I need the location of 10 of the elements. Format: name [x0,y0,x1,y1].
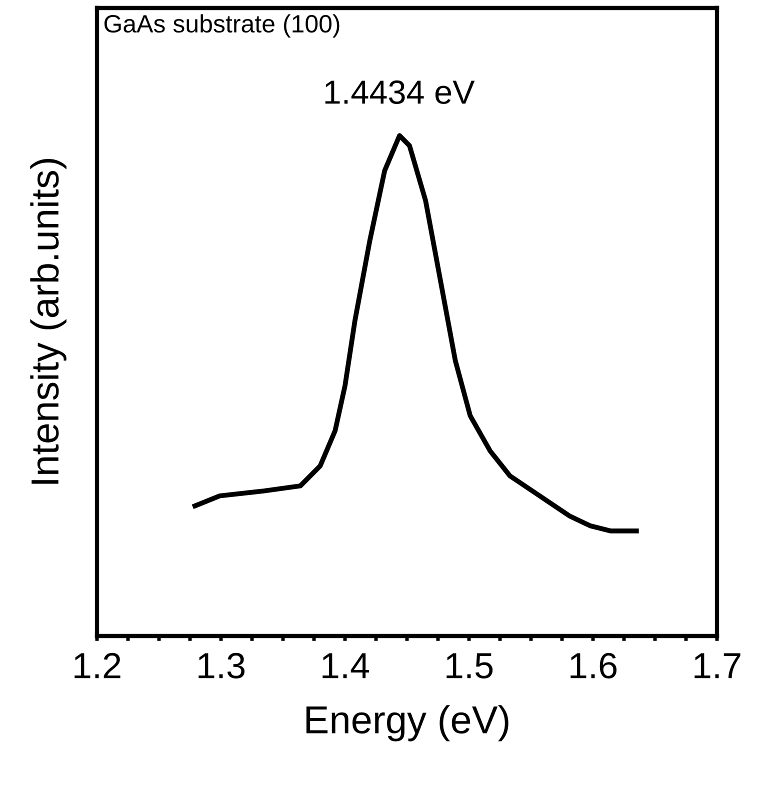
x-axis-title: Energy (eV) [306,705,508,742]
x-tick-label: 1.5 [446,653,493,678]
x-tick-label: 1.2 [74,652,120,678]
annotation: 1.4434 eV [325,80,475,104]
x-tick-label: 1.3 [198,652,245,678]
y-axis-title: Intensity (arb.units) [30,159,66,484]
x-tick-label: 1.4 [322,653,370,678]
x-tick-label: 1.7 [694,653,740,678]
text: GaAs substrate (100) [104,14,340,38]
x-tick-label: 1.6 [570,652,617,678]
